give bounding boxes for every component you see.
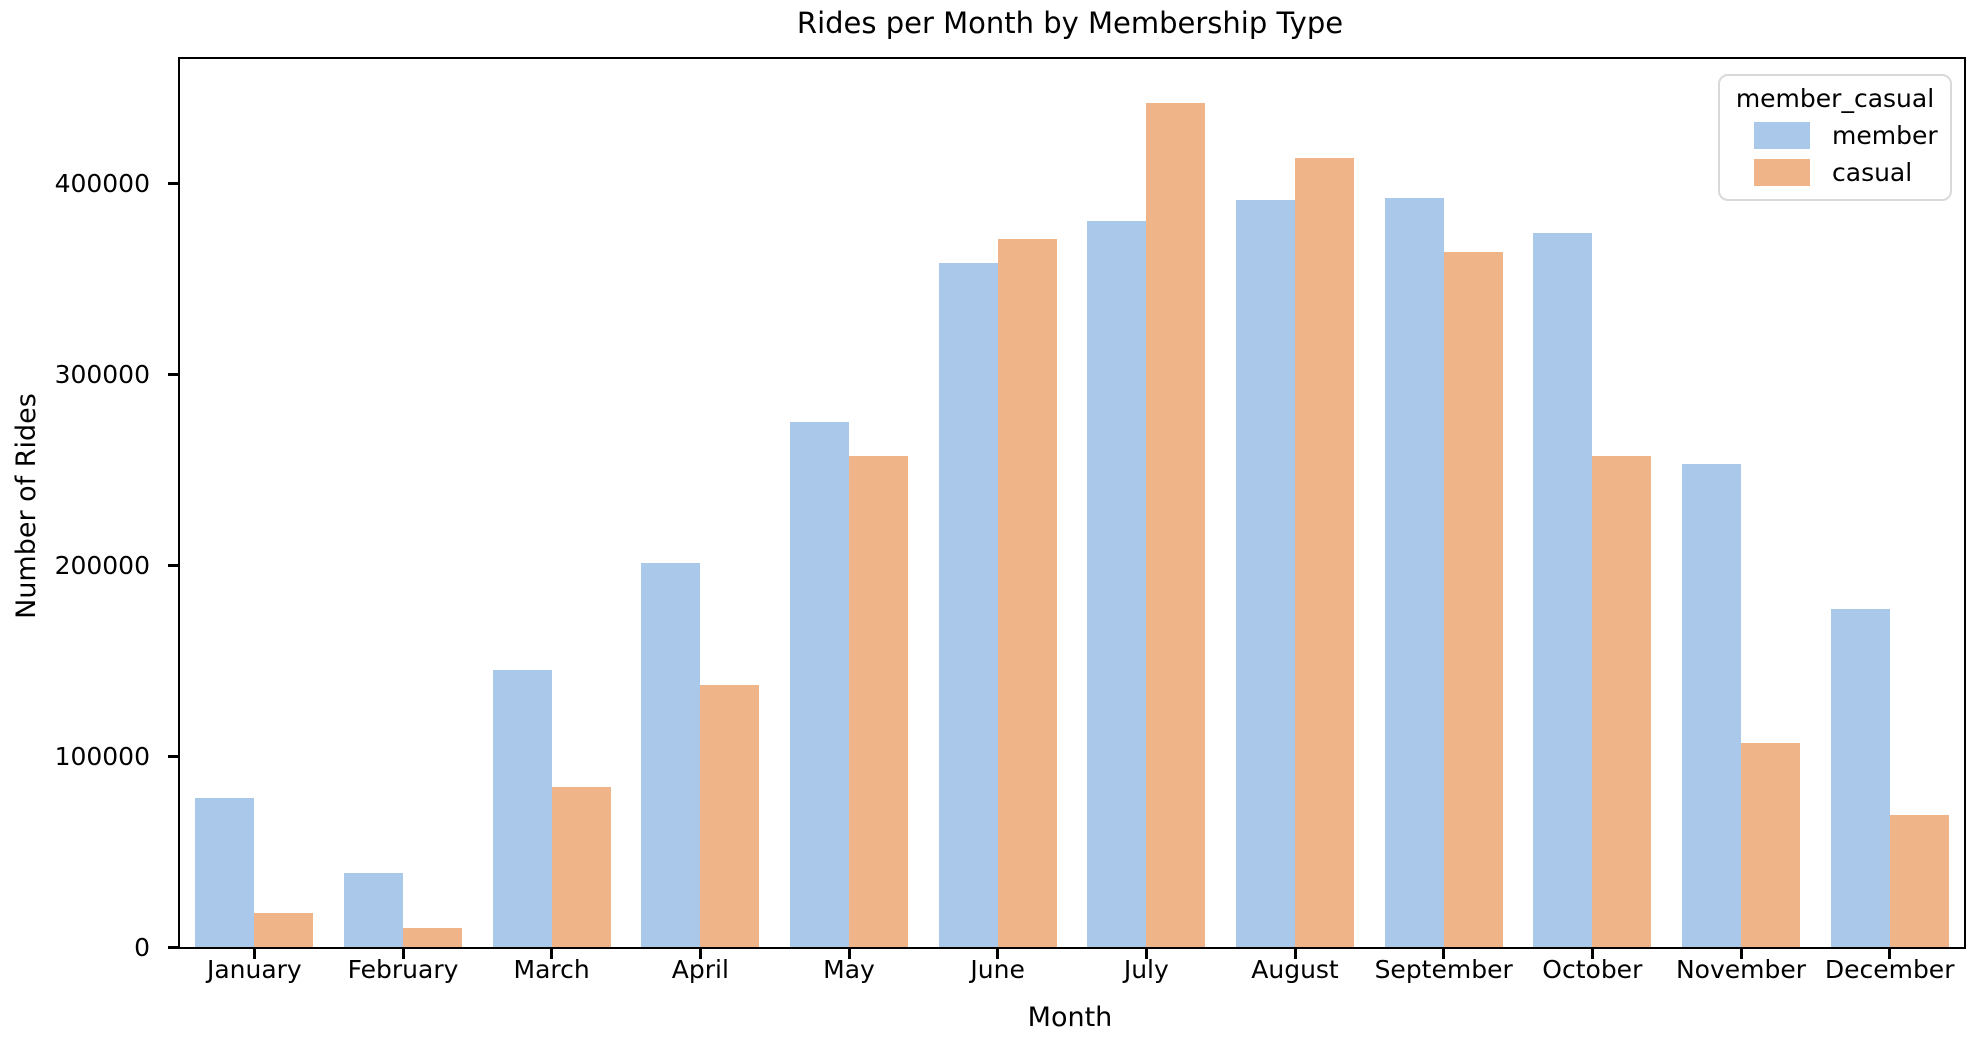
- bar-casual-december: [1889, 815, 1949, 947]
- y-tick-0: [168, 945, 178, 949]
- bar-member-november: [1682, 463, 1741, 947]
- y-tick-300000: [168, 372, 178, 376]
- legend-label-member: member: [1832, 121, 1938, 150]
- bar-member-june: [938, 263, 998, 947]
- x-tick-label-september: September: [1374, 955, 1513, 984]
- x-tick-label-august: August: [1251, 955, 1339, 984]
- bar-casual-june: [997, 238, 1057, 947]
- x-axis-label: Month: [1027, 1002, 1113, 1033]
- x-tick-april: [698, 949, 702, 959]
- bar-casual-march: [551, 786, 611, 947]
- y-tick-label-200000: 200000: [54, 550, 150, 580]
- x-tick-label-july: July: [1123, 955, 1169, 984]
- y-tick-400000: [168, 181, 178, 185]
- bar-member-february: [344, 872, 403, 947]
- bar-casual-april: [700, 685, 760, 947]
- x-tick-label-march: March: [513, 955, 590, 984]
- y-tick-label-400000: 400000: [54, 168, 150, 198]
- y-axis-label: Number of Rides: [11, 393, 42, 619]
- chart-title: Rides per Month by Membership Type: [796, 6, 1344, 40]
- bar-casual-august: [1295, 158, 1354, 947]
- member-swatch: [1754, 122, 1810, 149]
- x-tick-october: [1590, 949, 1594, 959]
- x-tick-may: [847, 949, 851, 959]
- legend-label-casual: casual: [1832, 158, 1913, 187]
- legend-title: member_casual: [1735, 84, 1935, 113]
- y-tick-200000: [168, 563, 178, 567]
- bar-member-march: [492, 670, 552, 947]
- legend-row-casual: casual: [1732, 158, 1938, 187]
- x-tick-march: [550, 949, 554, 959]
- bar-casual-november: [1741, 742, 1800, 947]
- x-tick-label-december: December: [1824, 955, 1955, 984]
- x-tick-label-february: February: [347, 955, 459, 984]
- bar-casual-january: [254, 912, 314, 947]
- bar-member-may: [790, 421, 849, 947]
- bar-casual-february: [403, 927, 462, 947]
- casual-swatch: [1754, 159, 1810, 186]
- legend: member_casual member casual: [1718, 74, 1952, 201]
- plot-area: member_casual member casual 0 100000 20000…: [55, 57, 1966, 982]
- y-tick-100000: [168, 754, 178, 758]
- x-tick-february: [401, 949, 405, 959]
- x-tick-label-june: June: [970, 955, 1025, 984]
- bar-member-july: [1087, 221, 1147, 947]
- x-tick-june: [996, 949, 1000, 959]
- bar-member-august: [1236, 200, 1295, 947]
- x-tick-august: [1293, 949, 1297, 959]
- x-tick-december: [1888, 949, 1892, 959]
- bar-member-january: [195, 798, 255, 947]
- bar-member-april: [641, 563, 701, 947]
- x-tick-label-november: November: [1675, 955, 1807, 984]
- bar-casual-may: [849, 456, 908, 947]
- x-tick-november: [1739, 949, 1743, 959]
- bar-casual-october: [1592, 456, 1652, 947]
- y-tick-label-100000: 100000: [54, 741, 150, 771]
- x-tick-label-april: April: [671, 955, 729, 984]
- x-tick-label-may: May: [823, 955, 875, 984]
- x-tick-label-january: January: [206, 955, 302, 984]
- y-tick-label-300000: 300000: [54, 359, 150, 389]
- y-tick-label-0: 0: [134, 932, 150, 962]
- bar-casual-september: [1443, 251, 1503, 947]
- bar-casual-july: [1146, 102, 1206, 947]
- bar-member-december: [1830, 609, 1890, 947]
- bar-member-september: [1384, 198, 1444, 947]
- x-tick-label-october: October: [1542, 955, 1643, 984]
- legend-row-member: member: [1732, 121, 1938, 150]
- x-tick-january: [252, 949, 256, 959]
- x-tick-september: [1442, 949, 1446, 959]
- bar-member-october: [1533, 232, 1593, 947]
- x-tick-july: [1144, 949, 1148, 959]
